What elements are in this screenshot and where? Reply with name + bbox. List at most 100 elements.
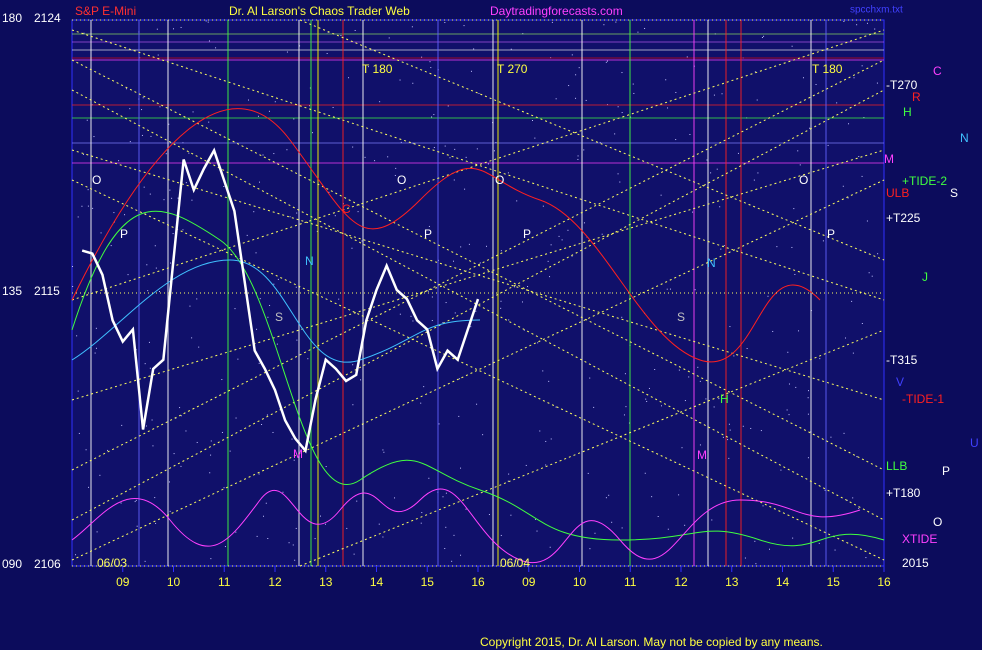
star	[571, 54, 573, 56]
plot-label: M	[697, 448, 707, 462]
star	[795, 386, 797, 388]
star	[531, 120, 533, 122]
star	[623, 414, 625, 416]
star	[624, 373, 626, 375]
star	[555, 406, 557, 408]
star	[669, 288, 671, 290]
star	[593, 406, 595, 408]
star	[750, 427, 752, 429]
star	[185, 182, 187, 184]
star	[551, 21, 553, 23]
star	[721, 93, 723, 95]
star	[208, 121, 210, 123]
star	[198, 346, 200, 348]
x-tick-label: 12	[268, 575, 282, 589]
star	[846, 499, 848, 501]
star	[699, 380, 701, 382]
x-tick-label: 14	[370, 575, 384, 589]
star	[340, 35, 342, 37]
star	[611, 521, 613, 523]
star	[786, 409, 788, 411]
star	[352, 404, 354, 406]
star	[545, 464, 547, 466]
star	[617, 173, 619, 175]
star	[454, 312, 456, 314]
star	[722, 436, 724, 438]
star	[818, 542, 820, 544]
star	[521, 301, 523, 303]
star	[858, 507, 860, 509]
star	[660, 194, 662, 196]
star	[325, 466, 327, 468]
star	[550, 438, 552, 440]
star	[179, 407, 181, 409]
star	[853, 77, 855, 79]
star	[289, 216, 291, 218]
star	[314, 538, 316, 540]
star	[711, 519, 713, 521]
star	[192, 111, 194, 113]
star	[720, 248, 722, 250]
star	[865, 557, 867, 559]
star	[168, 481, 170, 483]
star	[143, 186, 145, 188]
star	[852, 497, 854, 499]
star	[547, 260, 549, 262]
star	[223, 186, 225, 188]
star	[129, 141, 131, 143]
right-label: R	[912, 90, 921, 104]
star	[423, 386, 425, 388]
star	[644, 27, 646, 29]
star	[594, 532, 596, 534]
y-tick-label: 2124	[34, 11, 61, 25]
right-label: -TIDE-1	[902, 392, 944, 406]
star	[156, 28, 158, 30]
star	[215, 47, 217, 49]
star	[154, 497, 156, 499]
star	[866, 22, 868, 24]
star	[508, 319, 510, 321]
star	[411, 26, 413, 28]
y-tick-label: 2106	[34, 557, 61, 571]
star	[189, 305, 191, 307]
star	[488, 514, 490, 516]
star	[421, 56, 423, 58]
star	[843, 432, 845, 434]
right-label: J	[922, 270, 928, 284]
star	[380, 69, 382, 71]
star	[86, 119, 88, 121]
star	[713, 406, 715, 408]
star	[605, 497, 607, 499]
star	[237, 358, 239, 360]
star	[678, 494, 680, 496]
star	[348, 77, 350, 79]
overlay-curve	[71, 259, 481, 363]
star	[378, 523, 380, 525]
star	[536, 530, 538, 532]
star	[644, 472, 646, 474]
star	[118, 160, 120, 162]
star	[792, 537, 794, 539]
x-tick-label: 16	[471, 575, 485, 589]
star	[277, 278, 279, 280]
star	[295, 286, 297, 288]
star	[561, 239, 563, 241]
star	[479, 262, 481, 264]
star	[567, 229, 569, 231]
star	[861, 322, 863, 324]
star	[753, 179, 755, 181]
star	[692, 211, 694, 213]
star	[87, 205, 89, 207]
star	[460, 246, 462, 248]
plot-label: T 270	[497, 62, 528, 76]
x-tick-label: 13	[319, 575, 333, 589]
star	[442, 322, 444, 324]
star	[830, 436, 832, 438]
star	[648, 387, 650, 389]
star	[269, 304, 271, 306]
star	[256, 328, 258, 330]
plot-label: O	[397, 173, 406, 187]
star	[267, 316, 269, 318]
star	[399, 313, 401, 315]
star	[478, 93, 480, 95]
